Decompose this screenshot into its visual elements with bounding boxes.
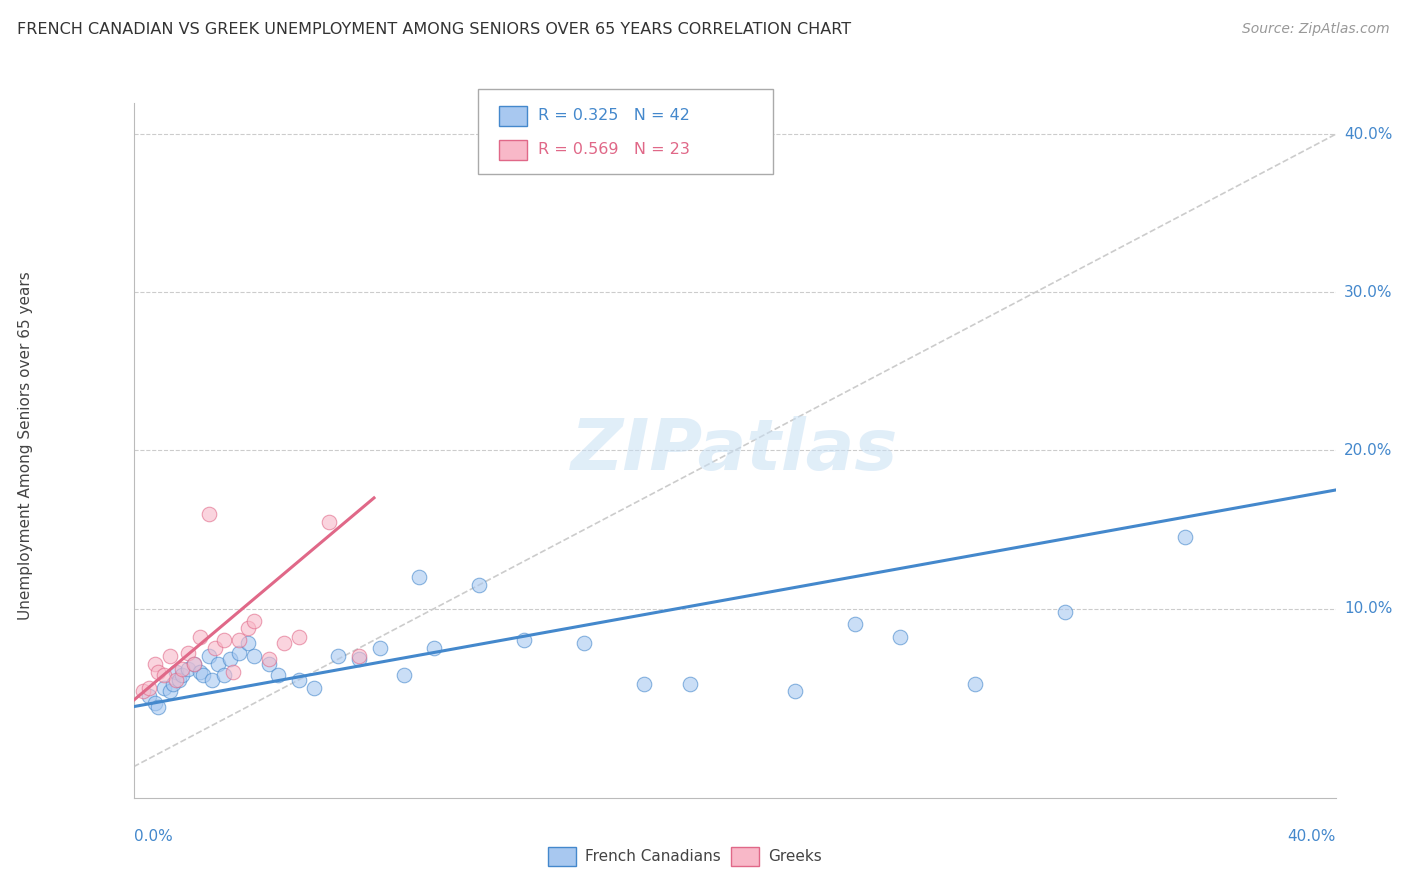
- Point: [183, 657, 205, 671]
- Point: [176, 662, 198, 676]
- Point: [159, 648, 181, 663]
- Point: [146, 665, 169, 679]
- Point: [222, 665, 245, 679]
- Point: [1174, 530, 1197, 544]
- Point: [218, 652, 240, 666]
- Point: [678, 677, 700, 691]
- Point: [243, 648, 266, 663]
- Point: [197, 648, 219, 663]
- Point: [143, 697, 166, 711]
- Point: [228, 646, 250, 660]
- Point: [267, 668, 290, 682]
- Text: Source: ZipAtlas.com: Source: ZipAtlas.com: [1241, 22, 1389, 37]
- Point: [170, 662, 193, 676]
- Point: [318, 515, 340, 529]
- Point: [152, 681, 174, 695]
- Text: 40.0%: 40.0%: [1344, 127, 1392, 142]
- Point: [212, 668, 235, 682]
- Point: [468, 578, 491, 592]
- Text: 10.0%: 10.0%: [1344, 601, 1392, 616]
- Point: [204, 641, 226, 656]
- Point: [368, 641, 391, 656]
- Point: [188, 630, 211, 644]
- Text: 40.0%: 40.0%: [1288, 829, 1336, 844]
- Point: [228, 633, 250, 648]
- Point: [347, 652, 370, 666]
- Point: [965, 677, 987, 691]
- Point: [408, 570, 430, 584]
- Point: [146, 699, 169, 714]
- Point: [302, 681, 325, 695]
- Point: [347, 648, 370, 663]
- Point: [288, 630, 311, 644]
- Text: Greeks: Greeks: [768, 849, 821, 863]
- Text: R = 0.325   N = 42: R = 0.325 N = 42: [538, 109, 690, 123]
- Point: [183, 657, 205, 671]
- Point: [176, 646, 198, 660]
- Point: [288, 673, 311, 687]
- Point: [170, 668, 193, 682]
- Point: [236, 636, 259, 650]
- Point: [138, 681, 160, 695]
- Text: French Canadians: French Canadians: [585, 849, 721, 863]
- Point: [844, 617, 866, 632]
- Point: [574, 636, 596, 650]
- Point: [513, 633, 536, 648]
- Point: [191, 668, 214, 682]
- Point: [159, 683, 181, 698]
- Point: [188, 665, 211, 679]
- Point: [783, 683, 806, 698]
- Text: 20.0%: 20.0%: [1344, 443, 1392, 458]
- Point: [207, 657, 229, 671]
- Point: [197, 507, 219, 521]
- Point: [392, 668, 415, 682]
- Point: [423, 641, 446, 656]
- Text: 30.0%: 30.0%: [1344, 285, 1392, 300]
- Point: [326, 648, 349, 663]
- Point: [633, 677, 655, 691]
- Point: [889, 630, 911, 644]
- Point: [1054, 605, 1077, 619]
- Point: [138, 689, 160, 703]
- Text: R = 0.569   N = 23: R = 0.569 N = 23: [538, 143, 690, 157]
- Text: FRENCH CANADIAN VS GREEK UNEMPLOYMENT AMONG SENIORS OVER 65 YEARS CORRELATION CH: FRENCH CANADIAN VS GREEK UNEMPLOYMENT AM…: [17, 22, 851, 37]
- Point: [143, 657, 166, 671]
- Point: [257, 652, 280, 666]
- Point: [236, 621, 259, 635]
- Text: Unemployment Among Seniors over 65 years: Unemployment Among Seniors over 65 years: [18, 272, 32, 620]
- Point: [165, 673, 187, 687]
- Point: [257, 657, 280, 671]
- Point: [165, 665, 187, 679]
- Point: [243, 614, 266, 628]
- Point: [131, 683, 153, 698]
- Point: [273, 636, 295, 650]
- Point: [162, 677, 184, 691]
- Text: 0.0%: 0.0%: [134, 829, 173, 844]
- Point: [201, 673, 224, 687]
- Point: [167, 673, 190, 687]
- Point: [212, 633, 235, 648]
- Point: [152, 668, 174, 682]
- Text: ZIPatlas: ZIPatlas: [571, 416, 898, 485]
